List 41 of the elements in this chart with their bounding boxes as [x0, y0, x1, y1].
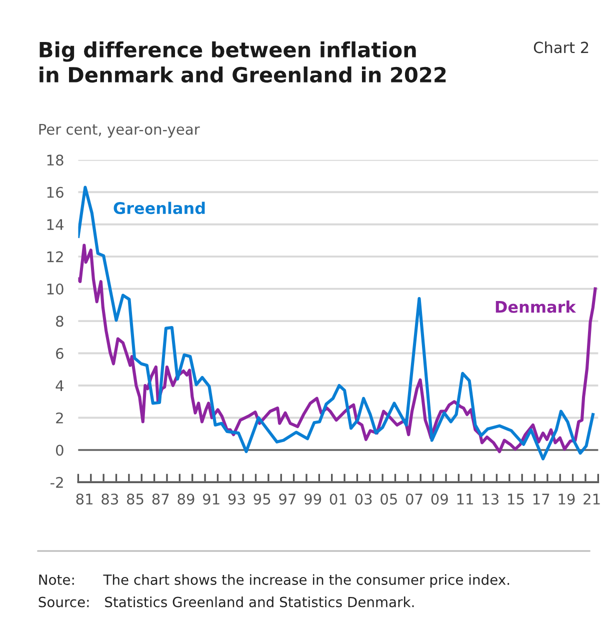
x-tick-label: 17	[533, 494, 550, 504]
y-tick-label: 14	[47, 219, 64, 230]
y-tick-label: 12	[47, 251, 63, 262]
x-tick-label: 05	[380, 494, 397, 505]
x-tick-label: 01	[330, 494, 346, 505]
x-tick-label: 93	[228, 494, 245, 505]
y-axis-title: Per cent, year-on-year	[39, 124, 200, 138]
y-tick-label: 10	[47, 284, 64, 295]
y-tick-label: 2	[56, 412, 63, 424]
y-tick-label: -2	[50, 476, 63, 488]
source-note: Source: Statistics Greenland and Statistics Denmark.	[38, 596, 414, 608]
x-tick-label: 19	[558, 494, 575, 505]
x-tick-label: 97	[279, 494, 296, 505]
line-series	[78, 244, 597, 454]
y-tick-label: 8	[56, 316, 64, 327]
x-tick-label: 07	[406, 494, 422, 505]
x-tick-label: 95	[254, 494, 270, 505]
x-tick-label: 03	[355, 494, 372, 505]
series-label: Greenland	[114, 202, 205, 214]
x-tick-label: 11	[457, 494, 473, 504]
x-tick-label: 15	[508, 494, 524, 505]
x-tick-label: 09	[431, 494, 448, 505]
chart-title: Big difference between inflation in Denmark and Greenland in 2022	[40, 41, 446, 83]
y-tick-label: 16	[47, 186, 64, 198]
x-tick-label: 99	[304, 494, 322, 505]
x-tick-label: 21	[584, 494, 600, 504]
x-tick-label: 85	[126, 494, 144, 505]
text: Note: The chart shows the increase in the consumer price index.	[39, 574, 510, 588]
series-label: Denmark	[496, 300, 576, 313]
chart-subtitle: Chart 2	[534, 41, 588, 54]
y-tick-label: 0	[56, 444, 64, 456]
x-tick-label: 87	[152, 494, 169, 505]
y-tick-label: 6	[56, 348, 64, 360]
y-tick-label: 4	[56, 380, 64, 392]
line-series	[78, 186, 594, 460]
y-tick-label: 18	[47, 154, 64, 166]
x-tick-label: 91	[203, 494, 220, 505]
x-tick-label: 83	[102, 494, 118, 505]
x-tick-label: 13	[482, 494, 498, 505]
x-tick-label: 89	[178, 494, 194, 505]
x-tick-label: 81	[76, 494, 92, 505]
